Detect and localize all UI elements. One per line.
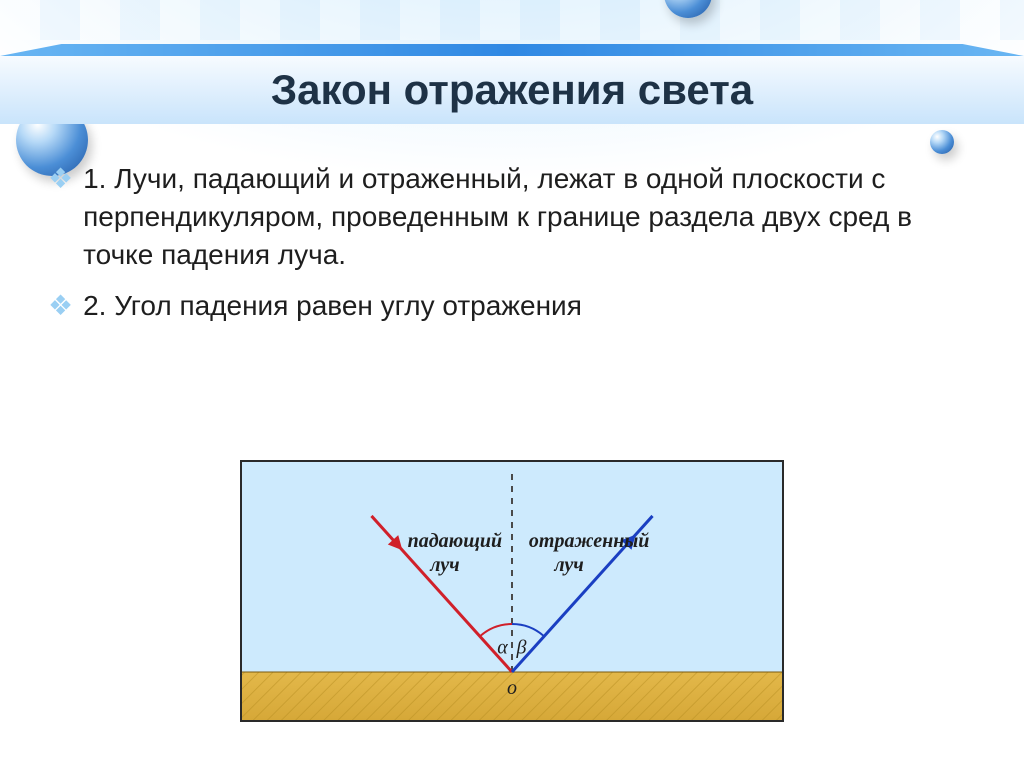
point-2-text: 2. Угол падения равен углу отражения <box>83 287 582 325</box>
bullet-icon: ❖ <box>48 160 73 198</box>
svg-text:β: β <box>515 636 526 658</box>
bullet-icon: ❖ <box>48 287 73 325</box>
point-2: ❖ 2. Угол падения равен углу отражения <box>48 287 976 325</box>
svg-text:отраженный: отраженный <box>529 530 649 552</box>
svg-text:о: о <box>507 677 517 699</box>
svg-text:луч: луч <box>553 554 583 576</box>
point-1: ❖ 1. Лучи, падающий и отраженный, лежат … <box>48 160 976 273</box>
content-area: ❖ 1. Лучи, падающий и отраженный, лежат … <box>48 160 976 339</box>
svg-text:α: α <box>497 636 508 658</box>
title-banner: Закон отражения света <box>0 44 1024 124</box>
svg-text:луч: луч <box>429 554 459 576</box>
point-1-text: 1. Лучи, падающий и отраженный, лежат в … <box>83 160 976 273</box>
page-title: Закон отражения света <box>271 66 753 114</box>
svg-text:падающий: падающий <box>408 530 503 552</box>
reflection-diagram: αβопадающийлучотраженныйлуч <box>240 460 784 722</box>
decor-stripes <box>0 0 1024 40</box>
diagram-svg: αβопадающийлучотраженныйлуч <box>242 462 782 720</box>
